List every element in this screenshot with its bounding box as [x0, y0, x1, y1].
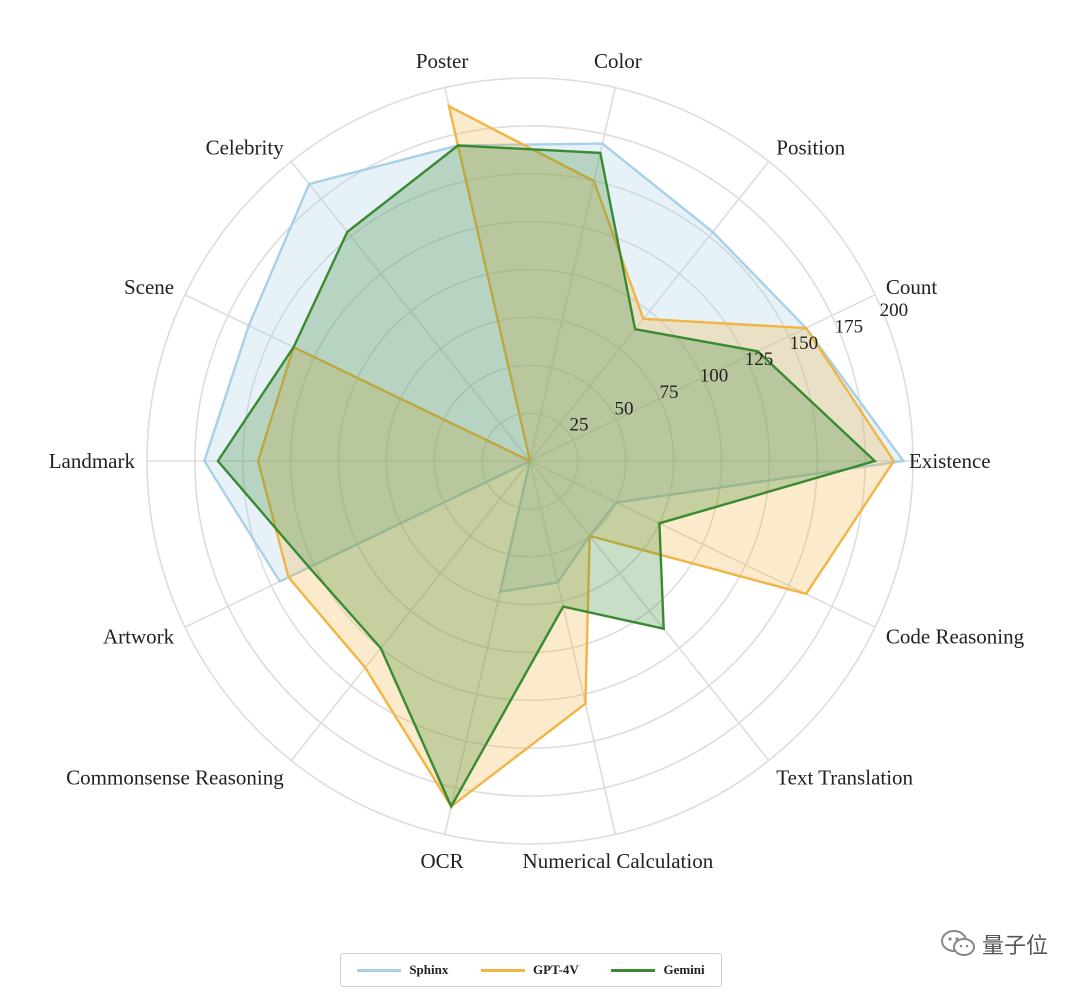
- legend-label-sphinx: Sphinx: [409, 962, 449, 977]
- spoke-text-translation: [529, 460, 770, 761]
- spoke-commonsense-reasoning: [290, 460, 531, 761]
- radar-chart: 25 50 75 100 125 150 175 200 Existence Count Posi…: [49, 49, 1025, 873]
- radar-series: [203, 104, 906, 810]
- series-gemini: [216, 144, 878, 810]
- watermark-text: 量子位: [981, 934, 1048, 959]
- watermark: 量子位: [940, 928, 1048, 960]
- legend-item-sphinx: Sphinx: [357, 962, 448, 978]
- axis-label-landmark: Landmark: [49, 449, 136, 473]
- axis-label-celebrity: Celebrity: [206, 135, 285, 159]
- legend-swatch-gpt4v: [481, 968, 526, 972]
- radial-ticks: 25 50 75 100 125 150 175 200: [569, 300, 908, 436]
- axis-label-position: Position: [776, 135, 845, 159]
- tick-label-175: 175: [835, 316, 864, 337]
- legend-item-gemini: Gemini: [611, 962, 705, 978]
- spoke-celebrity: [290, 161, 531, 462]
- axis-label-ocr: OCR: [421, 849, 464, 873]
- spoke-code-reasoning: [529, 460, 876, 628]
- axis-labels: Existence Count Position Color Poster Celebri…: [49, 49, 1025, 873]
- legend: Sphinx GPT-4V Gemini: [340, 953, 722, 987]
- axis-label-color: Color: [594, 49, 642, 73]
- tick-label-25: 25: [569, 415, 588, 436]
- legend-label-gpt4v: GPT-4V: [533, 962, 579, 977]
- axis-label-scene: Scene: [124, 275, 174, 299]
- axis-label-artwork: Artwork: [103, 625, 175, 649]
- series-gpt-4v: [256, 104, 896, 809]
- legend-swatch-gemini: [611, 968, 656, 972]
- tick-label-75: 75: [659, 382, 678, 403]
- axis-label-existence: Existence: [909, 449, 991, 473]
- axis-label-code-reasoning: Code Reasoning: [886, 625, 1025, 649]
- axis-label-poster: Poster: [416, 49, 469, 73]
- tick-label-200: 200: [880, 300, 909, 321]
- spoke-color: [529, 87, 617, 462]
- legend-swatch-sphinx: [357, 968, 402, 972]
- tick-label-125: 125: [745, 349, 774, 370]
- tick-label-100: 100: [700, 366, 729, 387]
- axis-label-commonsense-reasoning: Commonsense Reasoning: [66, 766, 284, 790]
- spoke-numerical-calculation: [529, 460, 617, 835]
- axis-label-text-translation: Text Translation: [776, 766, 913, 790]
- legend-item-gpt4v: GPT-4V: [481, 962, 579, 978]
- radar-grid: [146, 77, 914, 845]
- tick-label-50: 50: [614, 398, 633, 419]
- axis-label-numerical-calculation: Numerical Calculation: [523, 849, 714, 873]
- series-sphinx: [203, 142, 906, 594]
- spoke-position: [529, 161, 770, 462]
- axis-label-count: Count: [886, 275, 938, 299]
- tick-label-150: 150: [790, 333, 819, 354]
- legend-label-gemini: Gemini: [663, 962, 705, 977]
- spoke-count: [529, 294, 876, 462]
- wechat-icon: [940, 930, 975, 956]
